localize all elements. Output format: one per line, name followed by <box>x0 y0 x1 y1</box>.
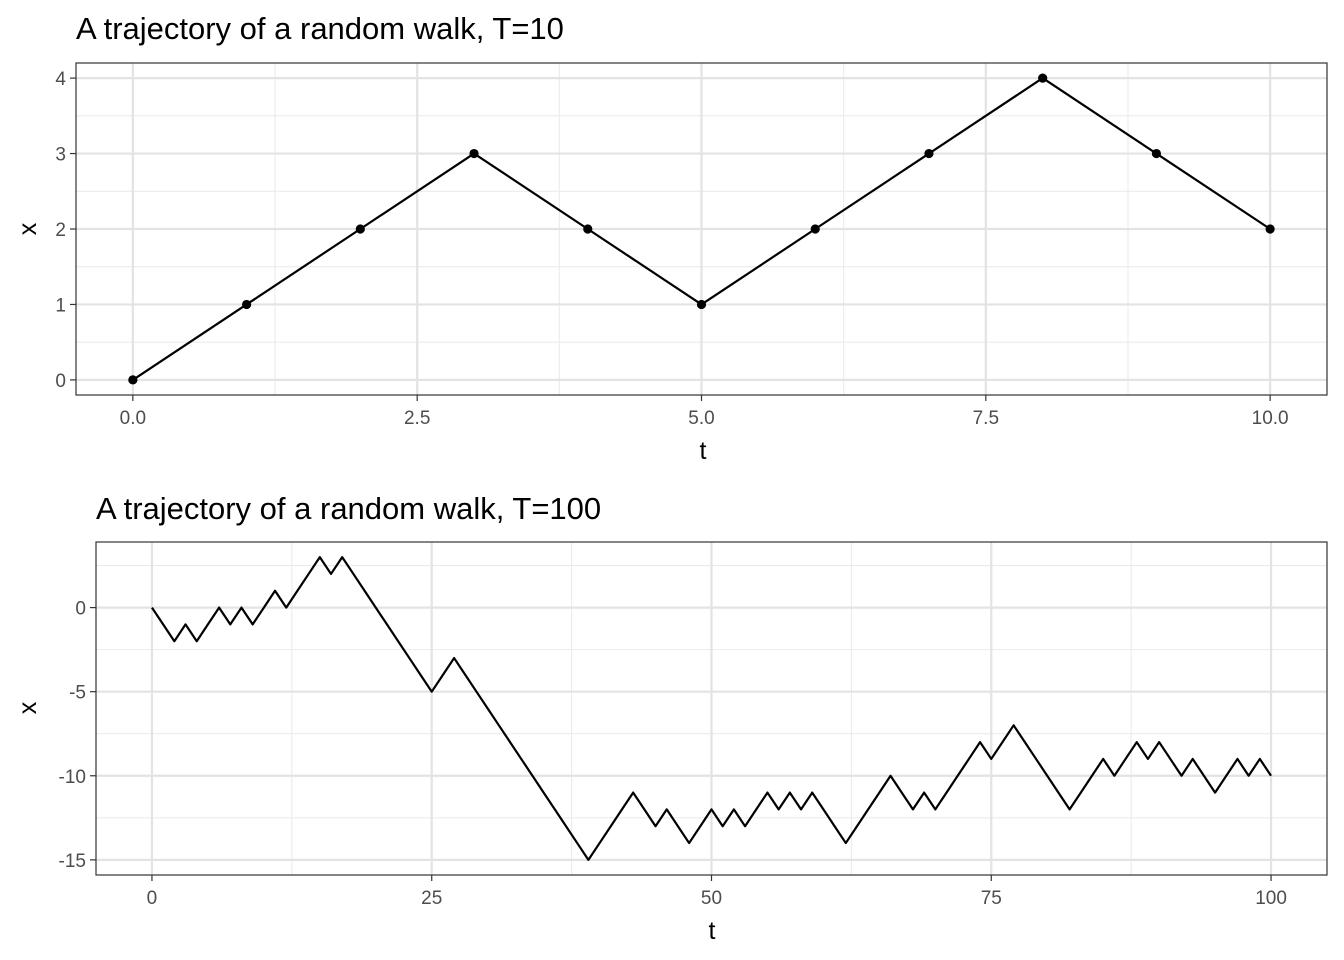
data-point <box>241 299 252 310</box>
x-tick-label: 2.5 <box>404 408 430 429</box>
y-tick-label: 1 <box>55 295 66 316</box>
y-tick-label: -15 <box>59 851 86 872</box>
series-line <box>151 556 1272 861</box>
data-point <box>696 299 707 310</box>
y-axis: 0 1 2 3 4 <box>55 69 76 392</box>
data-point <box>469 148 479 159</box>
x-axis-title: t <box>709 917 716 945</box>
y-tick-label: 3 <box>55 145 66 166</box>
y-axis: 0 -5 -10 -15 <box>59 599 96 872</box>
gridlines <box>76 63 1327 395</box>
x-tick-label: 75 <box>981 888 1002 909</box>
y-tick-label: 2 <box>55 220 66 241</box>
data-point <box>1151 148 1162 159</box>
data-point <box>1038 73 1048 83</box>
data-point <box>128 375 138 385</box>
x-axis-title: t <box>700 437 707 465</box>
x-tick-label: 0 <box>147 888 158 909</box>
data-point <box>583 224 593 234</box>
series-points <box>128 73 1275 385</box>
y-tick-label: -10 <box>59 767 86 788</box>
data-point <box>924 148 934 159</box>
x-tick-label: 100 <box>1255 888 1287 909</box>
y-axis-title: x <box>14 222 42 235</box>
y-axis-title: x <box>14 701 42 714</box>
chart-title: A trajectory of a random walk, T=100 <box>96 491 601 526</box>
data-point <box>810 224 820 234</box>
x-axis: 0 25 50 75 100 <box>147 875 1287 909</box>
x-tick-label: 10.0 <box>1252 408 1289 429</box>
chart-panel-t10: A trajectory of a random walk, T=10 0.0 2… <box>14 11 1328 465</box>
x-axis: 0.0 2.5 5.0 7.5 10.0 <box>120 395 1289 429</box>
data-point <box>1265 224 1275 234</box>
x-tick-label: 5.0 <box>688 408 714 429</box>
y-tick-label: 0 <box>75 599 86 620</box>
data-point <box>355 224 365 234</box>
x-tick-label: 0.0 <box>120 408 146 429</box>
y-tick-label: 0 <box>55 371 66 392</box>
gridlines <box>96 542 1327 875</box>
chart-panel-t100: A trajectory of a random walk, T=100 0 25… <box>14 491 1328 945</box>
x-tick-label: 25 <box>421 888 442 909</box>
x-tick-label: 50 <box>701 888 722 909</box>
y-tick-label: 4 <box>55 69 66 90</box>
y-tick-label: -5 <box>69 683 86 704</box>
x-tick-label: 7.5 <box>973 408 999 429</box>
chart-title: A trajectory of a random walk, T=10 <box>76 11 564 46</box>
